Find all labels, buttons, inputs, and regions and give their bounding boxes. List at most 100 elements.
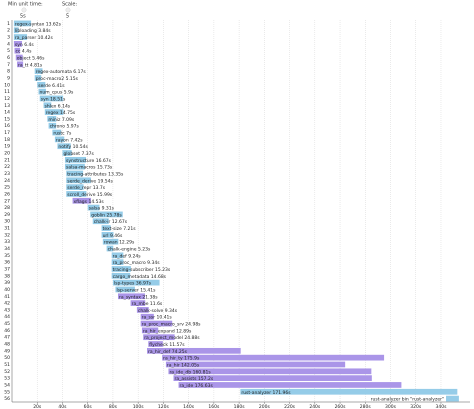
x-tick-label: 300s (385, 404, 397, 409)
unit-label: globset 7.37s (63, 151, 94, 157)
unit-label: num_cpus 5.9s (39, 89, 73, 95)
unit-name: regex-syntax (15, 21, 45, 27)
x-tick-label: 100s (133, 404, 145, 409)
unit-bar (34, 68, 43, 75)
unit-duration: 7.42s (70, 137, 83, 143)
unit-label: ra_hir_def 74.25s (148, 348, 188, 354)
unit-bar (13, 41, 22, 47)
row-number: 14 (4, 110, 10, 116)
unit-label: tracing-subscriber 15.23s (113, 266, 171, 272)
unit-duration: 15.41s (140, 287, 156, 293)
unit-duration: 15.73s (97, 164, 113, 170)
unit-name: chalk-ir (94, 219, 111, 225)
unit-label: url 9.46s (103, 232, 123, 238)
unit-bar (106, 245, 114, 252)
unit-label: salsa-macros 15.73s (66, 164, 113, 170)
unit-label: chrono 5.97s (50, 123, 80, 129)
unit-name: libloading (15, 28, 37, 34)
unit-duration: 10.41s (157, 314, 173, 320)
unit-duration: 25.78s (106, 212, 122, 218)
row-number: 30 (4, 219, 10, 225)
unit-label: serde_repr 13.7s (67, 185, 105, 191)
row-number: 56 (4, 396, 10, 402)
unit-label: chalk-engine 5.23s (108, 246, 151, 252)
row-number: 5 (7, 48, 10, 54)
unit-bar (140, 320, 173, 327)
scale-slider[interactable] (65, 7, 71, 13)
unit-bar (66, 170, 84, 177)
unit-bar (34, 75, 42, 81)
unit-name: lsp-types (114, 280, 135, 286)
unit-label: syn 18.51s (41, 96, 66, 102)
unit-label: ra_hir_ty 175.9s (163, 355, 200, 361)
unit-duration: 7.21s (123, 226, 136, 232)
row-number: 50 (4, 355, 10, 361)
unit-label: notify 10.54s (58, 144, 88, 150)
unit-name: salsa-macros (66, 164, 96, 170)
row-number: 2 (7, 28, 10, 34)
unit-duration: 157.2s (198, 376, 214, 382)
unit-name: regex-automata (36, 69, 72, 75)
unit-label: ra_tt 4.81s (18, 62, 43, 68)
unit-duration: 12.67s (112, 219, 128, 225)
unit-name: ra_ide_db (169, 369, 191, 375)
unit-duration: 175.9s (184, 355, 200, 361)
unit-label: synstructure 16.67s (66, 157, 112, 163)
unit-duration: 9.34s (147, 260, 160, 266)
unit-bar (240, 388, 458, 395)
unit-name: synstructure (66, 157, 95, 163)
row-number: 19 (4, 144, 10, 150)
unit-duration: 9.24s (128, 253, 141, 259)
unit-bar (17, 61, 24, 68)
unit-bar (38, 88, 46, 95)
unit-bar (14, 47, 21, 54)
min-unit-slider[interactable] (21, 7, 27, 13)
unit-bar (13, 20, 32, 27)
row-number: 49 (4, 348, 10, 354)
unit-name: syn (41, 97, 49, 102)
unit-duration: 6.4s (24, 41, 34, 47)
unit-name: rustc (53, 130, 65, 136)
unit-duration: 6.14s (58, 103, 71, 109)
row-number: 44 (4, 314, 10, 320)
unit-duration: 5.97s (66, 123, 79, 129)
row-number: 40 (4, 287, 10, 293)
unit-label: rustc 7s (53, 130, 72, 136)
unit-label: shlex 6.14s (45, 103, 71, 109)
unit-label: ra_mbe 11.6s (132, 301, 163, 307)
row-number: 22 (4, 164, 10, 170)
unit-name: ra_proc_macro_srv (142, 321, 185, 327)
min-unit-value: 5s (20, 14, 26, 20)
row-number: 36 (4, 260, 10, 266)
unit-label: miniz 7.09s (48, 116, 75, 122)
unit-duration: 160.81s (193, 369, 212, 375)
unit-duration: 14.53s (88, 198, 104, 204)
unit-name: chalk-engine (108, 246, 137, 252)
unit-duration: 4.4s (22, 48, 32, 54)
unit-bar (446, 395, 459, 402)
row-number: 51 (4, 362, 10, 368)
row-number: 20 (4, 151, 10, 157)
unit-duration: 9.46s (110, 232, 123, 238)
unit-duration: 12.89s (176, 328, 192, 334)
x-tick-label: 80s (109, 404, 118, 409)
row-number: 35 (4, 253, 10, 259)
unit-label: ra_ide_db 160.81s (169, 369, 211, 375)
unit-name: chrono (50, 123, 66, 129)
unit-duration: 10.42s (38, 35, 54, 41)
unit-bar (48, 122, 57, 129)
unit-name: num_cpus (39, 90, 63, 95)
row-number: 54 (4, 382, 10, 388)
row-number: 21 (4, 157, 10, 163)
row-number: 42 (4, 301, 10, 307)
row-number: 3 (7, 35, 10, 41)
row-number: 37 (4, 266, 10, 272)
unit-bar (66, 191, 87, 197)
unit-bar (101, 232, 114, 238)
unit-bar (112, 279, 160, 286)
unit-bar (92, 218, 109, 225)
unit-duration: 7s (66, 130, 72, 136)
row-number: 25 (4, 185, 10, 191)
row-number: 27 (4, 198, 10, 204)
unit-label: ra_assists 157.2s (174, 376, 213, 382)
